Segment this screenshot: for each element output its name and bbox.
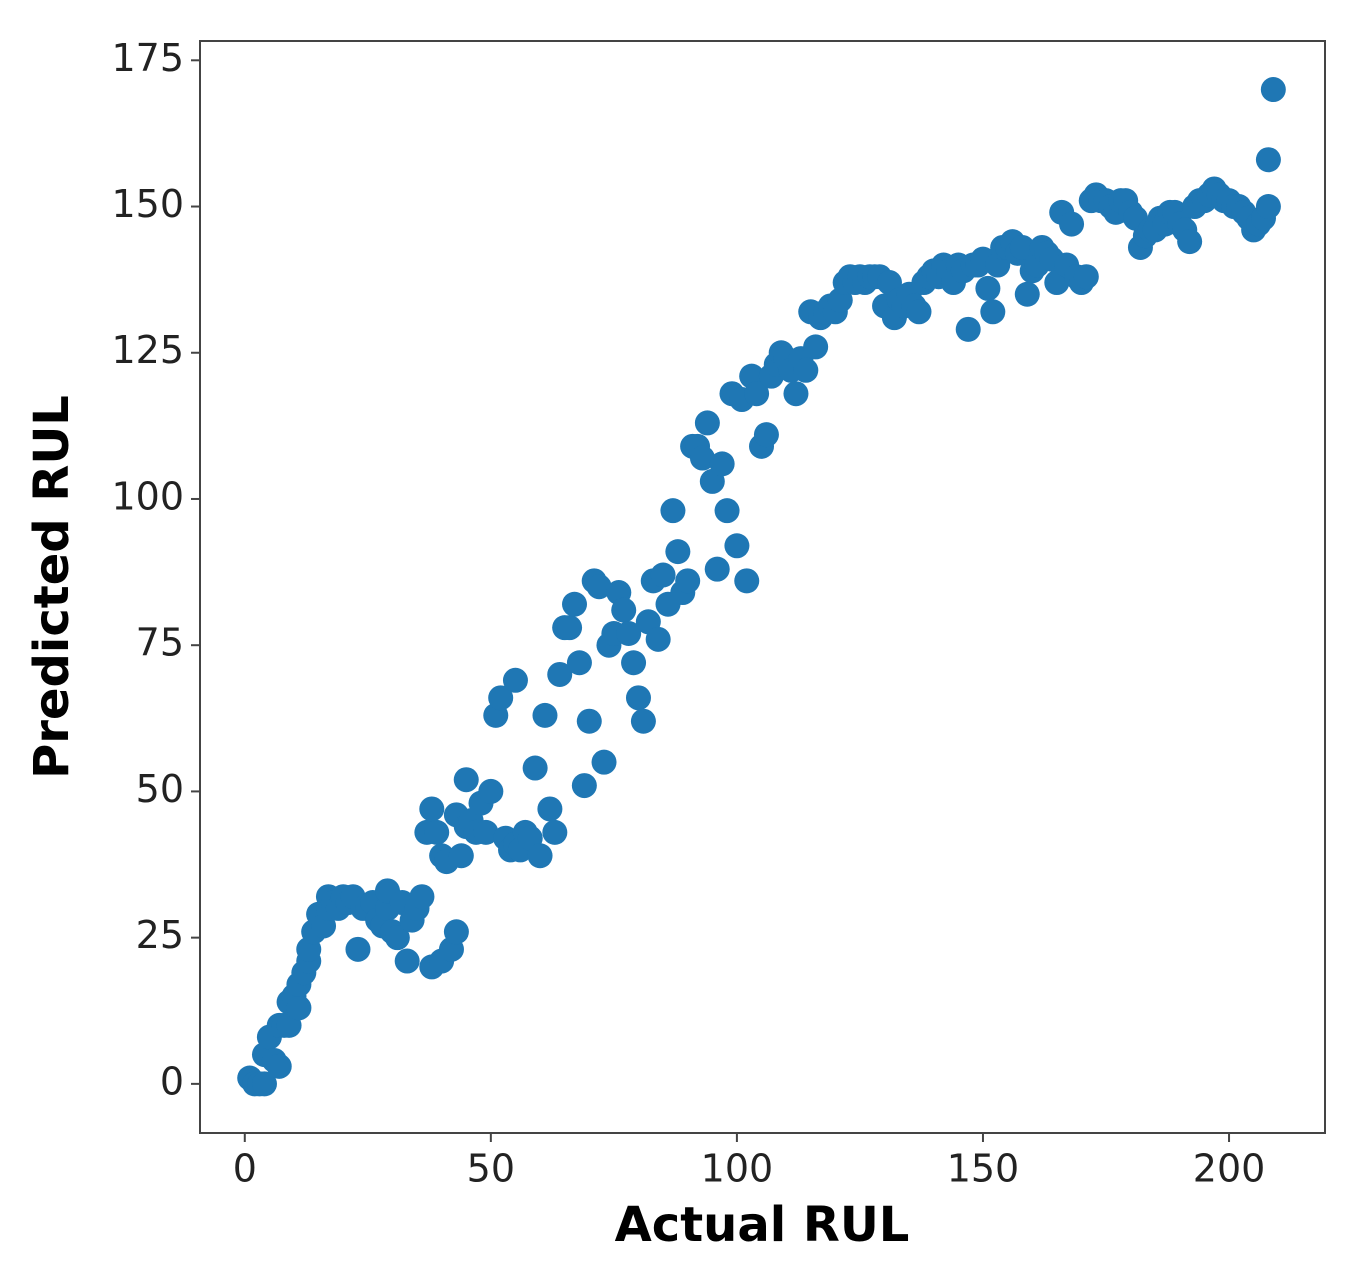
point	[478, 778, 504, 804]
point	[630, 708, 656, 734]
point	[473, 819, 499, 845]
point	[586, 574, 612, 600]
x-tick-label: 200	[1193, 1147, 1266, 1191]
point	[660, 498, 686, 524]
point	[1073, 264, 1099, 290]
point	[502, 667, 528, 693]
point	[266, 1053, 292, 1079]
x-tick-label: 150	[947, 1147, 1020, 1191]
point	[1014, 281, 1040, 307]
x-axis-label: Actual RUL	[615, 1197, 910, 1253]
point	[394, 948, 420, 974]
y-tick-label: 25	[136, 913, 184, 957]
point	[645, 626, 671, 652]
point	[557, 615, 583, 641]
point	[1009, 234, 1035, 260]
y-tick-label: 75	[136, 621, 184, 665]
point	[286, 995, 312, 1021]
x-tick-label: 50	[467, 1147, 515, 1191]
point	[1177, 229, 1203, 255]
point	[709, 451, 735, 477]
point	[783, 381, 809, 407]
point	[547, 661, 573, 687]
y-tick-label: 0	[160, 1059, 184, 1103]
point	[689, 445, 715, 471]
point	[753, 422, 779, 448]
point	[571, 773, 597, 799]
point	[803, 334, 829, 360]
y-tick-label: 50	[136, 767, 184, 811]
point	[448, 843, 474, 869]
y-axis-label: Predicted RUL	[24, 395, 80, 779]
y-tick-label: 125	[111, 328, 184, 372]
y-tick-label: 100	[111, 474, 184, 518]
point	[616, 620, 642, 646]
point	[409, 884, 435, 910]
point	[488, 685, 514, 711]
point	[734, 568, 760, 594]
point	[1255, 194, 1281, 220]
point	[704, 556, 730, 582]
point	[419, 796, 445, 822]
point	[576, 708, 602, 734]
point	[345, 936, 371, 962]
point	[537, 796, 563, 822]
point	[522, 755, 548, 781]
y-tick-label: 175	[111, 36, 184, 80]
point	[906, 299, 932, 325]
point	[566, 650, 592, 676]
point	[714, 498, 740, 524]
point	[424, 819, 450, 845]
plot-frame	[199, 40, 1326, 1134]
point	[675, 568, 701, 594]
point	[532, 702, 558, 728]
point	[443, 919, 469, 945]
point	[611, 597, 637, 623]
point	[694, 410, 720, 436]
point	[975, 275, 1001, 301]
point	[384, 925, 410, 951]
point	[453, 767, 479, 793]
point	[625, 685, 651, 711]
point	[1255, 147, 1281, 173]
point	[665, 539, 691, 565]
x-tick-label: 100	[701, 1147, 774, 1191]
point	[251, 1071, 277, 1097]
point	[955, 316, 981, 342]
point	[724, 533, 750, 559]
point	[562, 591, 588, 617]
point	[1059, 211, 1085, 237]
point	[980, 299, 1006, 325]
point	[1260, 77, 1286, 103]
y-tick-label: 150	[111, 182, 184, 226]
point	[591, 749, 617, 775]
x-tick-label: 0	[233, 1147, 257, 1191]
point	[542, 819, 568, 845]
point	[793, 357, 819, 383]
point	[527, 843, 553, 869]
point	[621, 650, 647, 676]
point	[744, 381, 770, 407]
point	[650, 562, 676, 588]
